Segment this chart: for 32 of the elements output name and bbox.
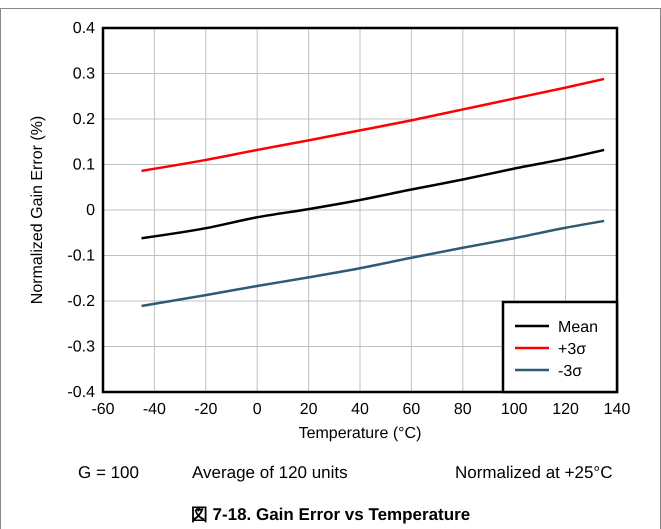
- y-tick-label: -0.3: [67, 338, 96, 356]
- x-tick-label: -60: [91, 401, 115, 418]
- x-tick-label: -40: [142, 401, 166, 418]
- y-tick-label: -0.4: [67, 384, 96, 401]
- x-tick-label: 40: [351, 401, 369, 418]
- y-axis-title: Normalized Gain Error (%): [29, 116, 46, 304]
- x-tick-label: 0: [252, 401, 262, 418]
- y-tick-label: 0.1: [72, 156, 96, 174]
- legend-label: -3σ: [558, 363, 582, 380]
- text: Normalized at +25°C: [455, 463, 613, 482]
- y-tick-label: 0.2: [72, 111, 96, 128]
- y-tick-label: 0.3: [72, 66, 96, 82]
- text: Average of 120 units: [192, 463, 348, 482]
- x-tick-label: 20: [300, 401, 318, 418]
- y-tick-label: -0.1: [67, 248, 96, 264]
- line-series: [140, 78, 606, 172]
- text: G = 100: [78, 463, 139, 482]
- legend-label: +3σ: [558, 341, 586, 358]
- x-tick-label: 80: [454, 401, 472, 418]
- x-tick-label: 100: [500, 401, 528, 418]
- x-tick-label: 120: [552, 401, 580, 418]
- x-tick-label: 60: [402, 401, 420, 418]
- x-tick-label: 140: [604, 401, 630, 418]
- x-tick-label: -20: [194, 401, 218, 418]
- legend-label: Mean: [558, 319, 598, 336]
- y-tick-label: 0.4: [72, 20, 96, 37]
- x-axis-title: Temperature (°C): [298, 425, 422, 442]
- y-tick-label: 0: [86, 202, 96, 219]
- text: 図 7-18. Gain Error vs Temperature: [190, 505, 470, 524]
- line-series: [140, 220, 606, 308]
- line-series: [140, 148, 606, 240]
- y-tick-label: -0.2: [67, 293, 96, 310]
